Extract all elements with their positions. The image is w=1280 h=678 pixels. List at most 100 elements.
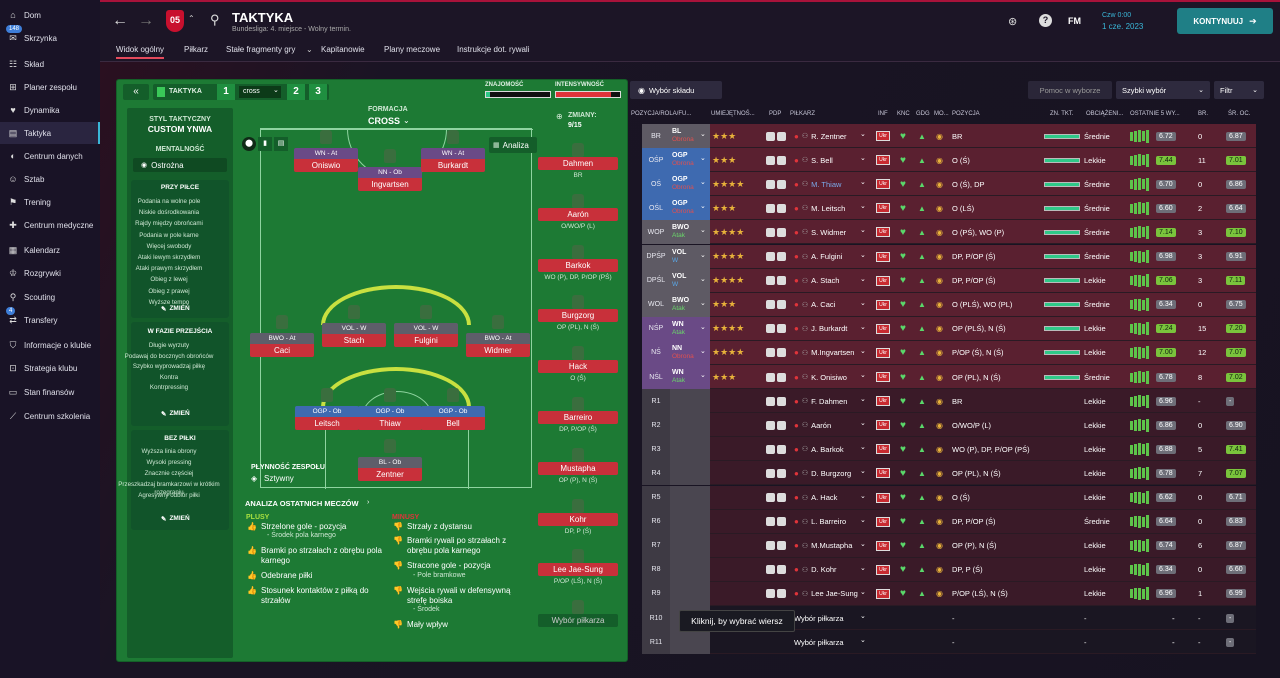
column-header[interactable]: INF (878, 111, 888, 117)
name-chevron-icon[interactable]: ⌄ (860, 468, 866, 476)
crest-chevron-icon[interactable]: ⌃ (188, 14, 195, 23)
sidebar-item-11[interactable]: ♔ Rozgrywki (0, 262, 100, 284)
player-name-cell[interactable]: ● ⚇ R. Zentner (794, 124, 870, 148)
toggle-b-icon[interactable] (777, 276, 786, 286)
sidebar-item-1[interactable]: ✉ 148 Skrzynka (0, 25, 100, 49)
column-header[interactable]: MO... (934, 111, 949, 117)
pdp-toggles[interactable] (766, 220, 788, 244)
slot-cell[interactable]: R6 (642, 509, 670, 534)
toggle-b-icon[interactable] (777, 444, 786, 454)
name-chevron-icon[interactable]: ⌄ (860, 540, 866, 548)
pitch-player[interactable]: BWO - At Caci (250, 333, 314, 363)
sidebar-item-15[interactable]: ⊡ Strategia klubu (0, 357, 100, 379)
player-name-cell[interactable]: ● ⚇ J. Burkardt (794, 317, 870, 341)
substitute-card[interactable]: Aarón O/WO/P (L) (538, 207, 618, 240)
player-name-cell[interactable]: ● ⚇ M. Leitsch (794, 196, 870, 220)
name-chevron-icon[interactable]: ⌄ (860, 251, 866, 259)
role-chevron-icon[interactable]: ⌄ (700, 227, 706, 235)
analysis-chevron-icon[interactable]: › (367, 499, 370, 506)
toggle-b-icon[interactable] (777, 541, 786, 551)
substitute-card[interactable]: Hack O (Ś) (538, 360, 618, 392)
pdp-toggles[interactable] (766, 124, 788, 148)
style-name[interactable]: CUSTOM YNWA (147, 124, 213, 134)
slot-cell[interactable]: R1 (642, 389, 670, 414)
pitch-player[interactable]: OGP - Ob Leitsch (295, 406, 359, 436)
collapse-button[interactable]: « (123, 84, 149, 100)
toggle-b-icon[interactable] (777, 300, 786, 310)
role-cell[interactable]: BWO Atak (670, 292, 710, 317)
column-header[interactable]: UMIEJĘTNOŚ... (711, 111, 755, 117)
forward-arrow-icon[interactable]: → (138, 12, 154, 29)
toggle-b-icon[interactable] (777, 179, 786, 189)
table-row[interactable]: NŚL WN Atak ⌄ ★★★ ● ⚇ K. Onisiwo ⌄ Ukr ♥ ▲ ◉ OP (PL),… (642, 365, 1256, 389)
pdp-toggles[interactable] (766, 148, 788, 172)
sidebar-item-6[interactable]: ◐ Centrum danych (0, 145, 100, 167)
toggle-b-icon[interactable] (777, 372, 786, 382)
tab-0[interactable]: Widok ogólny (116, 45, 165, 59)
transition-change-button[interactable]: ✎ ZMIEŃ (161, 410, 190, 418)
toggle-a-icon[interactable] (766, 493, 775, 502)
tab-3[interactable]: Kapitanowie (321, 45, 365, 54)
substitute-card[interactable]: Mustapha OP (P), N (Ś) (538, 461, 618, 494)
out-possession-change-button[interactable]: ✎ ZMIEŃ (161, 515, 190, 523)
toggle-a-icon[interactable] (766, 348, 775, 358)
slot-cell[interactable]: OŚL (642, 196, 670, 221)
pdp-toggles[interactable] (766, 582, 788, 606)
player-name-cell[interactable]: ● ⚇ M.Mustapha (794, 534, 870, 558)
tab-5[interactable]: Instrukcje dot. rywali (457, 45, 530, 54)
role-cell[interactable]: OGP Obrona (670, 172, 710, 197)
toggle-a-icon[interactable] (766, 372, 775, 382)
sidebar-item-17[interactable]: ⟋ Centrum szkolenia (0, 405, 100, 427)
role-chevron-icon[interactable]: ⌄ (700, 131, 706, 138)
formation-name[interactable]: CROSS (368, 116, 401, 126)
pitch-player[interactable]: VOL - W Fulgini (394, 323, 458, 353)
pdp-toggles[interactable] (766, 534, 788, 558)
tab-chevron-icon[interactable]: ⌄ (306, 45, 313, 54)
toggle-a-icon[interactable] (766, 179, 775, 189)
pitch-player[interactable]: NN - Ob Ingvartsen (358, 167, 422, 197)
slot-cell[interactable]: R4 (642, 461, 670, 486)
column-header[interactable]: PIŁKARZ (790, 111, 816, 117)
pitch-player[interactable]: WN - At Burkardt (421, 148, 485, 178)
player-name-cell[interactable]: ● ⚇ S. Widmer (794, 220, 870, 244)
toggle-a-icon[interactable] (766, 131, 775, 141)
tab-1[interactable]: Piłkarz (184, 45, 209, 54)
role-cell[interactable]: WN Atak (670, 316, 710, 341)
column-header[interactable]: POZYCJA/ROLA/FU... (631, 111, 692, 117)
toggle-a-icon[interactable] (766, 565, 775, 575)
pdp-toggles[interactable] (766, 510, 788, 534)
name-chevron-icon[interactable]: ⌄ (860, 516, 866, 524)
table-row[interactable]: DPŚP VOL W ⌄ ★★★★ ● ⚇ A. Fulgini ⌄ Ukr ♥ ▲ ◉ DP, P/OP… (642, 244, 1256, 269)
back-arrow-icon[interactable]: ← (112, 12, 128, 29)
toggle-b-icon[interactable] (777, 468, 786, 478)
slot-cell[interactable]: NŚP (642, 316, 670, 341)
sidebar-item-7[interactable]: ☺ Sztab (0, 168, 100, 190)
table-row[interactable]: R8 ● ⚇ D. Kohr ⌄ Ukr ♥ ▲ ◉ DP, P (Ś) Lekkie 6.34 0 6.… (642, 557, 1256, 582)
slot-cell[interactable]: NŚ (642, 340, 670, 365)
slot-cell[interactable]: DPŚL (642, 268, 670, 293)
role-cell[interactable]: BL Obrona (670, 124, 710, 148)
table-row[interactable]: R1 ● ⚇ F. Dahmen ⌄ Ukr ♥ ▲ ◉ BR Lekkie 6.96- - (642, 389, 1256, 414)
toggle-b-icon[interactable] (777, 517, 786, 527)
table-row[interactable]: R6 ● ⚇ L. Barreiro ⌄ Ukr ♥ ▲ ◉ DP, P/OP (Ś) Średni… (642, 509, 1256, 534)
substitute-card[interactable]: Barreiro DP, P/OP (Ś) (538, 411, 618, 443)
toggle-b-icon[interactable] (777, 203, 786, 213)
toggle-b-icon[interactable] (777, 227, 786, 237)
player-name-cell[interactable]: ● ⚇ A. Hack (794, 486, 870, 510)
pdp-toggles[interactable] (766, 245, 788, 269)
table-row[interactable]: BR BL Obrona ⌄ ★★★ ● ⚇ R. Zentner ⌄ Ukr ♥ ▲ ◉ BR Średn… (642, 124, 1256, 148)
slot-cell[interactable]: BR (642, 124, 670, 148)
slot-cell[interactable]: WOL (642, 292, 670, 317)
table-row[interactable]: R3 ● ⚇ A. Barkok ⌄ Ukr ♥ ▲ ◉ WO (P), DP, P/OP (PŚ… (642, 437, 1256, 462)
player-name-cell[interactable]: ● ⚇ Aarón (794, 413, 870, 437)
substitute-card[interactable]: Dahmen BR (538, 157, 618, 189)
toggle-a-icon[interactable] (766, 276, 775, 286)
column-header[interactable]: OSTATNIE 5 WY... (1130, 111, 1180, 117)
slot-cell[interactable]: OŚ (642, 172, 670, 197)
substitute-card[interactable]: Wybór piłkarza (538, 614, 618, 646)
table-row[interactable]: R7 ● ⚇ M.Mustapha ⌄ Ukr ♥ ▲ ◉ OP (P), N (Ś) Lekkie… (642, 533, 1256, 558)
sidebar-item-5[interactable]: ▤ Taktyka (0, 122, 100, 144)
world-icon[interactable]: ⊛ (1008, 16, 1018, 28)
pdp-toggles[interactable] (766, 413, 788, 437)
role-cell[interactable]: BWO Atak (670, 220, 710, 245)
